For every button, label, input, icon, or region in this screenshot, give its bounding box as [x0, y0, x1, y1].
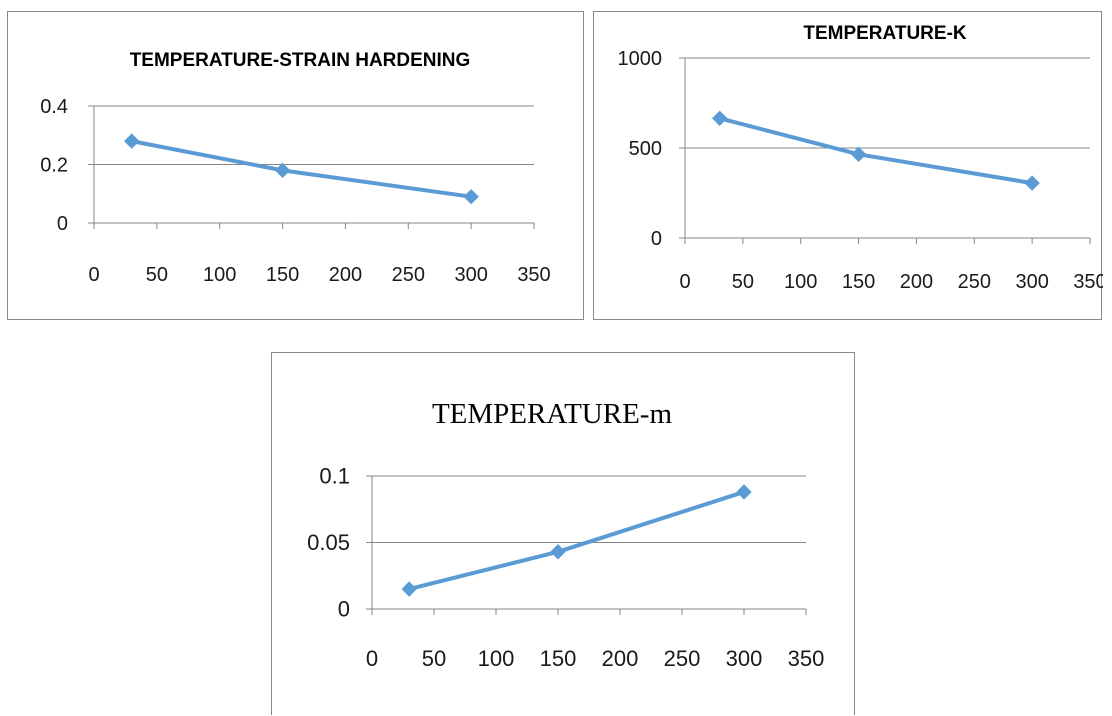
chart-m: TEMPERATURE-m 0 0.05 0.1 0 50 100 150 200 250 300… — [271, 352, 855, 715]
chart-k: TEMPERATURE-K 0 500 1000 0 50 100 150 200 250 300… — [593, 11, 1104, 320]
x-tick-label: 150 — [842, 271, 875, 293]
chart-title: TEMPERATURE-STRAIN HARDENING — [130, 50, 471, 71]
x-tick-label: 250 — [664, 646, 701, 671]
series-line — [129, 139, 474, 199]
data-point-marker — [736, 484, 752, 500]
x-tick-label: 50 — [732, 271, 754, 293]
x-tick-label: 300 — [1015, 271, 1048, 293]
x-tick-label: 0 — [88, 264, 99, 286]
x-tick-label: 250 — [958, 271, 991, 293]
chart-k-svg: TEMPERATURE-K 0 500 1000 0 50 100 150 200 250 300… — [618, 23, 1104, 293]
x-tick-label: 300 — [454, 264, 487, 286]
y-tick-label: 0.2 — [40, 155, 68, 177]
y-tick-label: 0 — [651, 228, 662, 250]
x-tick-label: 200 — [329, 264, 362, 286]
y-tick-label: 0 — [57, 213, 68, 235]
x-tick-label: 350 — [788, 646, 825, 671]
series-line — [717, 116, 1035, 186]
x-tick-label: 300 — [726, 646, 763, 671]
x-tick-label: 200 — [900, 271, 933, 293]
data-point-marker — [1024, 175, 1040, 191]
series-line — [407, 489, 746, 592]
y-tick-label: 0.1 — [319, 464, 350, 489]
data-point-marker — [550, 544, 566, 560]
x-tick-label: 150 — [266, 264, 299, 286]
x-tick-label: 350 — [517, 264, 550, 286]
chart-m-svg: TEMPERATURE-m 0 0.05 0.1 0 50 100 150 200 250 300… — [307, 398, 825, 671]
x-tick-label: 350 — [1073, 271, 1103, 293]
chart-strain-hardening: TEMPERATURE-STRAIN HARDENING 0 0.2 0.4 0 50 1… — [7, 11, 584, 320]
x-tick-label: 100 — [203, 264, 236, 286]
y-tick-label: 0.05 — [307, 530, 350, 555]
x-tick-label: 100 — [478, 646, 515, 671]
x-tick-label: 0 — [366, 646, 378, 671]
x-tick-label: 100 — [784, 271, 817, 293]
x-tick-label: 0 — [679, 271, 690, 293]
data-point-marker — [463, 188, 479, 205]
chart-title: TEMPERATURE-K — [803, 23, 967, 44]
chart-strain-hardening-svg: TEMPERATURE-STRAIN HARDENING 0 0.2 0.4 0 50 1… — [40, 50, 551, 286]
data-point-marker — [124, 133, 140, 149]
y-tick-label: 0 — [338, 597, 350, 622]
x-tick-label: 150 — [540, 646, 577, 671]
x-tick-label: 200 — [602, 646, 639, 671]
data-point-marker — [401, 581, 417, 597]
y-tick-label: 0.4 — [40, 96, 68, 118]
y-tick-label: 1000 — [618, 48, 663, 70]
chart-title: TEMPERATURE-m — [432, 398, 673, 430]
data-point-marker — [850, 146, 867, 163]
x-tick-label: 50 — [422, 646, 446, 671]
data-point-marker — [274, 162, 291, 179]
x-tick-label: 50 — [146, 264, 168, 286]
y-tick-label: 500 — [629, 138, 662, 160]
x-tick-label: 250 — [392, 264, 425, 286]
data-point-marker — [712, 110, 728, 127]
